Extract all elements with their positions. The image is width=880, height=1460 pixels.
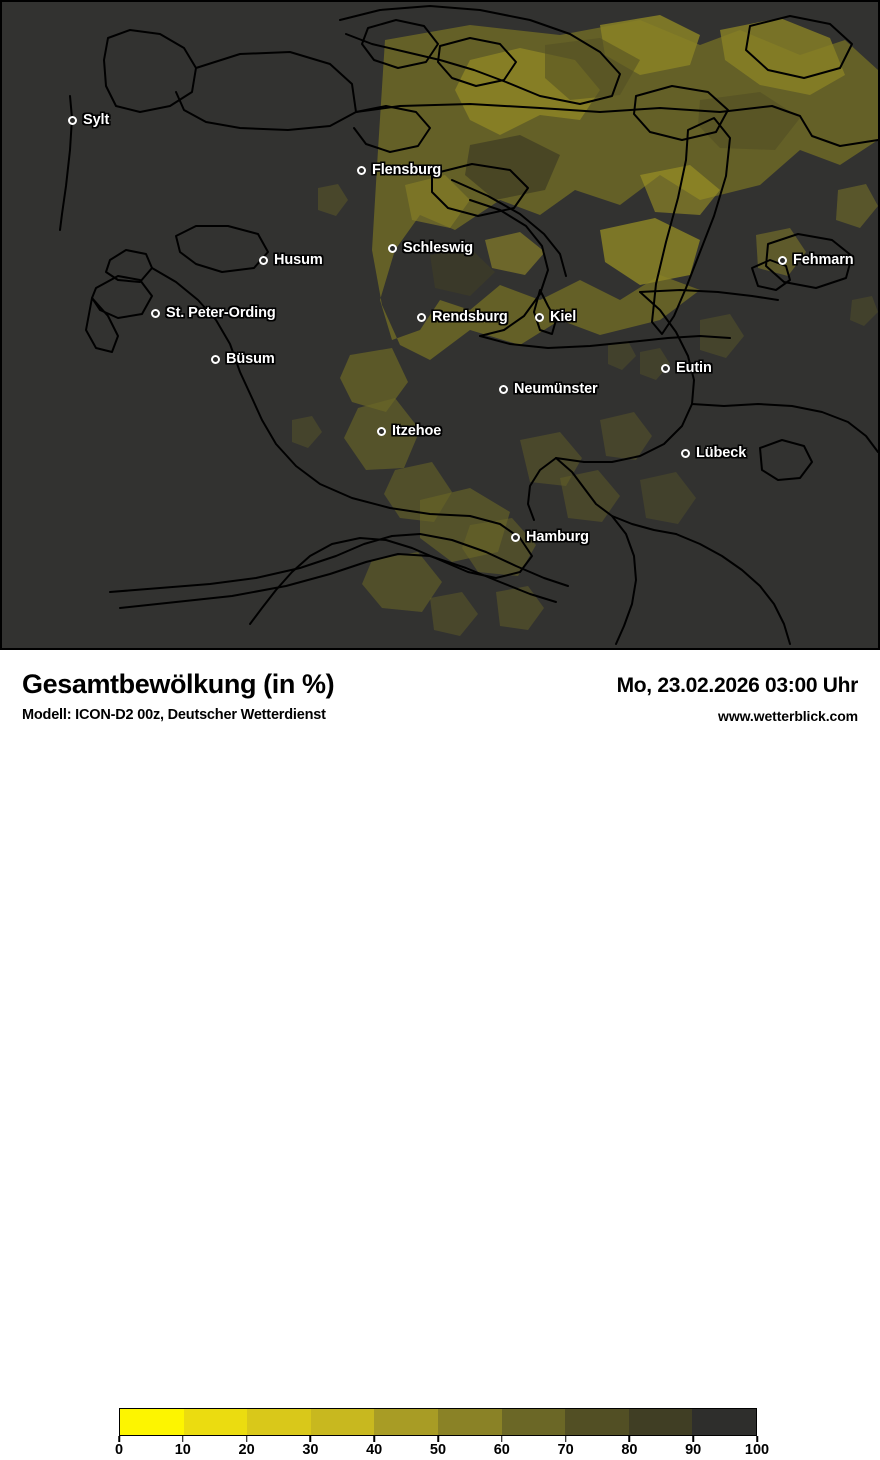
city-label: Kiel <box>550 309 577 325</box>
city-label: St. Peter-Ording <box>166 305 276 321</box>
city-dot-icon <box>511 532 520 542</box>
city-label: Sylt <box>83 112 110 128</box>
meta-block: Mo, 23.02.2026 03:00 Uhr www.wetterblick… <box>616 674 859 724</box>
map-canvas <box>0 0 880 648</box>
model-subtitle: Modell: ICON-D2 00z, Deutscher Wetterdie… <box>22 706 326 723</box>
city-marker[interactable]: Büsum <box>211 351 275 367</box>
city-label: Itzehoe <box>392 423 442 439</box>
city-label: Fehmarn <box>793 252 854 268</box>
city-marker[interactable]: Lübeck <box>681 445 746 461</box>
colorbar-tick-label: 90 <box>685 1442 702 1458</box>
page-title: Gesamtbewölkung (in %) <box>22 669 335 699</box>
colorbar-segment <box>247 1409 311 1435</box>
colorbar-segment <box>120 1409 184 1435</box>
colorbar-tick-label: 50 <box>429 1442 447 1458</box>
city-marker[interactable]: Rendsburg <box>417 309 508 325</box>
city-label: Hamburg <box>526 529 589 545</box>
colorbar-segment <box>501 1409 566 1435</box>
city-label: Büsum <box>226 351 275 367</box>
colorbar-segment <box>628 1409 693 1435</box>
city-marker[interactable]: Fehmarn <box>778 252 854 268</box>
colorbar-tick-label: 40 <box>366 1442 383 1458</box>
city-marker[interactable]: Neumünster <box>499 381 598 397</box>
colorbar-tick-label: 80 <box>621 1442 638 1458</box>
city-marker[interactable]: Hamburg <box>511 529 589 545</box>
city-label: Husum <box>274 252 323 268</box>
map-panel[interactable]: Sylt Flensburg Husum Schleswig Fehmarn St. Pe… <box>0 0 880 650</box>
cloud-cover-layer <box>292 15 878 636</box>
city-dot-icon <box>388 243 397 253</box>
city-label: Lübeck <box>696 445 747 461</box>
map-border <box>0 0 880 648</box>
colorbar-tick-label: 60 <box>493 1442 510 1458</box>
city-label: Schleswig <box>403 240 474 256</box>
city-dot-icon <box>68 115 77 125</box>
city-dot-icon <box>211 354 220 364</box>
colorbar-segment <box>692 1409 756 1435</box>
colorbar-tick-label: 20 <box>238 1442 255 1458</box>
title-block: Gesamtbewölkung (in %) Modell: ICON-D2 0… <box>22 669 335 723</box>
city-dot-icon <box>661 363 670 373</box>
city-dot-icon <box>778 255 787 265</box>
colorbar-gradient <box>119 1408 757 1436</box>
city-dot-icon <box>535 312 544 322</box>
valid-timestamp: Mo, 23.02.2026 03:00 Uhr <box>616 674 859 697</box>
city-dot-icon <box>681 448 690 458</box>
city-dot-icon <box>357 165 366 175</box>
city-dot-icon <box>259 255 268 265</box>
city-label: Neumünster <box>514 381 598 397</box>
city-marker[interactable]: St. Peter-Ording <box>151 305 276 321</box>
city-marker[interactable]: Sylt <box>68 112 109 128</box>
colorbar-segment <box>565 1409 629 1435</box>
city-dot-icon <box>151 308 160 318</box>
colorbar-segment <box>310 1409 375 1435</box>
city-marker[interactable]: Husum <box>259 252 323 268</box>
city-dot-icon <box>377 426 386 436</box>
city-label: Flensburg <box>372 162 442 178</box>
city-marker[interactable]: Itzehoe <box>377 423 441 439</box>
colorbar-tick-label: 100 <box>744 1442 770 1458</box>
city-marker[interactable]: Kiel <box>535 309 576 325</box>
city-marker[interactable]: Eutin <box>661 360 712 376</box>
colorbar-tick-label: 70 <box>557 1442 574 1458</box>
colorbar: 0 10 20 30 40 50 60 70 80 90 100 <box>115 1408 769 1460</box>
colorbar-segment <box>183 1409 248 1435</box>
footer-panel: Gesamtbewölkung (in %) Modell: ICON-D2 0… <box>0 650 880 1458</box>
colorbar-tick-label: 10 <box>174 1442 191 1458</box>
city-marker[interactable]: Flensburg <box>357 162 441 178</box>
colorbar-segment <box>437 1409 502 1435</box>
city-label: Rendsburg <box>432 309 508 325</box>
site-url: www.wetterblick.com <box>718 708 858 724</box>
colorbar-axis: 0 10 20 30 40 50 60 70 80 90 100 <box>115 1436 769 1460</box>
city-marker[interactable]: Schleswig <box>388 240 473 256</box>
city-label: Eutin <box>676 360 712 376</box>
colorbar-segment <box>374 1409 438 1435</box>
city-dot-icon <box>499 384 508 394</box>
colorbar-tick-label: 0 <box>114 1442 124 1458</box>
city-dot-icon <box>417 312 426 322</box>
colorbar-tick-label: 30 <box>302 1442 319 1458</box>
